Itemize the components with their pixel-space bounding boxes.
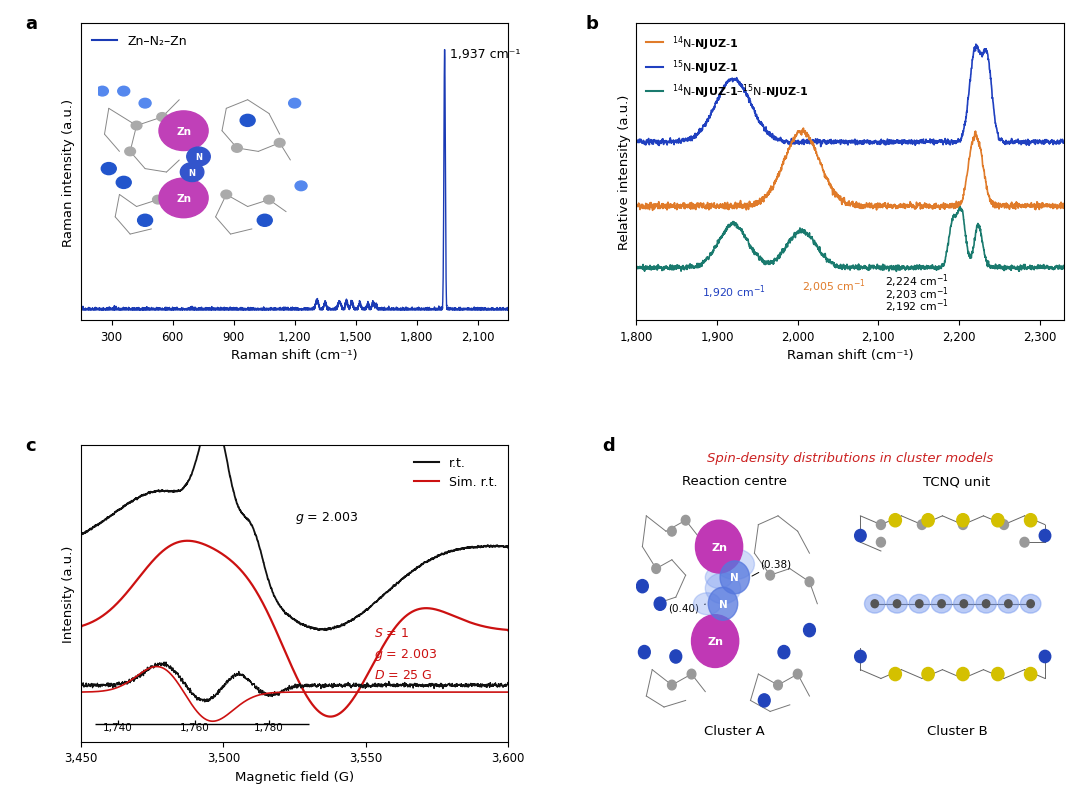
Text: 2,005 cm$^{-1}$: 2,005 cm$^{-1}$ — [801, 277, 865, 294]
Text: Cluster A: Cluster A — [704, 724, 765, 737]
Text: $S$ = 1
$g$ = 2.003
$D$ = 25 G: $S$ = 1 $g$ = 2.003 $D$ = 25 G — [375, 626, 437, 681]
X-axis label: Magnetic field (G): Magnetic field (G) — [235, 770, 354, 783]
Legend: $^{14}$N-$\mathbf{NJUZ}$-$\mathbf{1}$, $^{15}$N-$\mathbf{NJUZ}$-$\mathbf{1}$, $^: $^{14}$N-$\mathbf{NJUZ}$-$\mathbf{1}$, $… — [642, 30, 813, 105]
Text: 1,937 cm⁻¹: 1,937 cm⁻¹ — [450, 48, 521, 61]
Text: Reaction centre: Reaction centre — [683, 475, 787, 488]
Legend: Zn–N₂–Zn: Zn–N₂–Zn — [87, 30, 192, 53]
Text: 2,203 cm$^{-1}$: 2,203 cm$^{-1}$ — [885, 285, 948, 302]
X-axis label: Raman shift (cm⁻¹): Raman shift (cm⁻¹) — [231, 349, 357, 362]
Y-axis label: Raman intensity (a.u.): Raman intensity (a.u.) — [63, 99, 76, 246]
Y-axis label: Relative intensity (a.u.): Relative intensity (a.u.) — [618, 95, 631, 250]
Text: 2,192 cm$^{-1}$: 2,192 cm$^{-1}$ — [885, 298, 948, 315]
Text: $g$ = 2.003: $g$ = 2.003 — [295, 510, 357, 526]
Text: TCNQ unit: TCNQ unit — [923, 475, 990, 488]
Text: 1,740: 1,740 — [104, 723, 133, 732]
Text: b: b — [585, 15, 598, 33]
Text: 1,760: 1,760 — [180, 723, 210, 732]
Text: 2,224 cm$^{-1}$: 2,224 cm$^{-1}$ — [885, 272, 948, 290]
Text: a: a — [26, 15, 38, 33]
Legend: r.t., Sim. r.t.: r.t., Sim. r.t. — [408, 452, 502, 494]
Text: 1,780: 1,780 — [254, 723, 284, 732]
Text: Spin-density distributions in cluster models: Spin-density distributions in cluster mo… — [707, 452, 994, 464]
X-axis label: Raman shift (cm⁻¹): Raman shift (cm⁻¹) — [787, 349, 914, 362]
Text: Cluster B: Cluster B — [927, 724, 987, 737]
Text: 1,920 cm$^{-1}$: 1,920 cm$^{-1}$ — [702, 284, 765, 301]
Text: c: c — [26, 436, 36, 454]
Text: d: d — [603, 436, 616, 454]
Y-axis label: Intensity (a.u.): Intensity (a.u.) — [63, 545, 76, 642]
